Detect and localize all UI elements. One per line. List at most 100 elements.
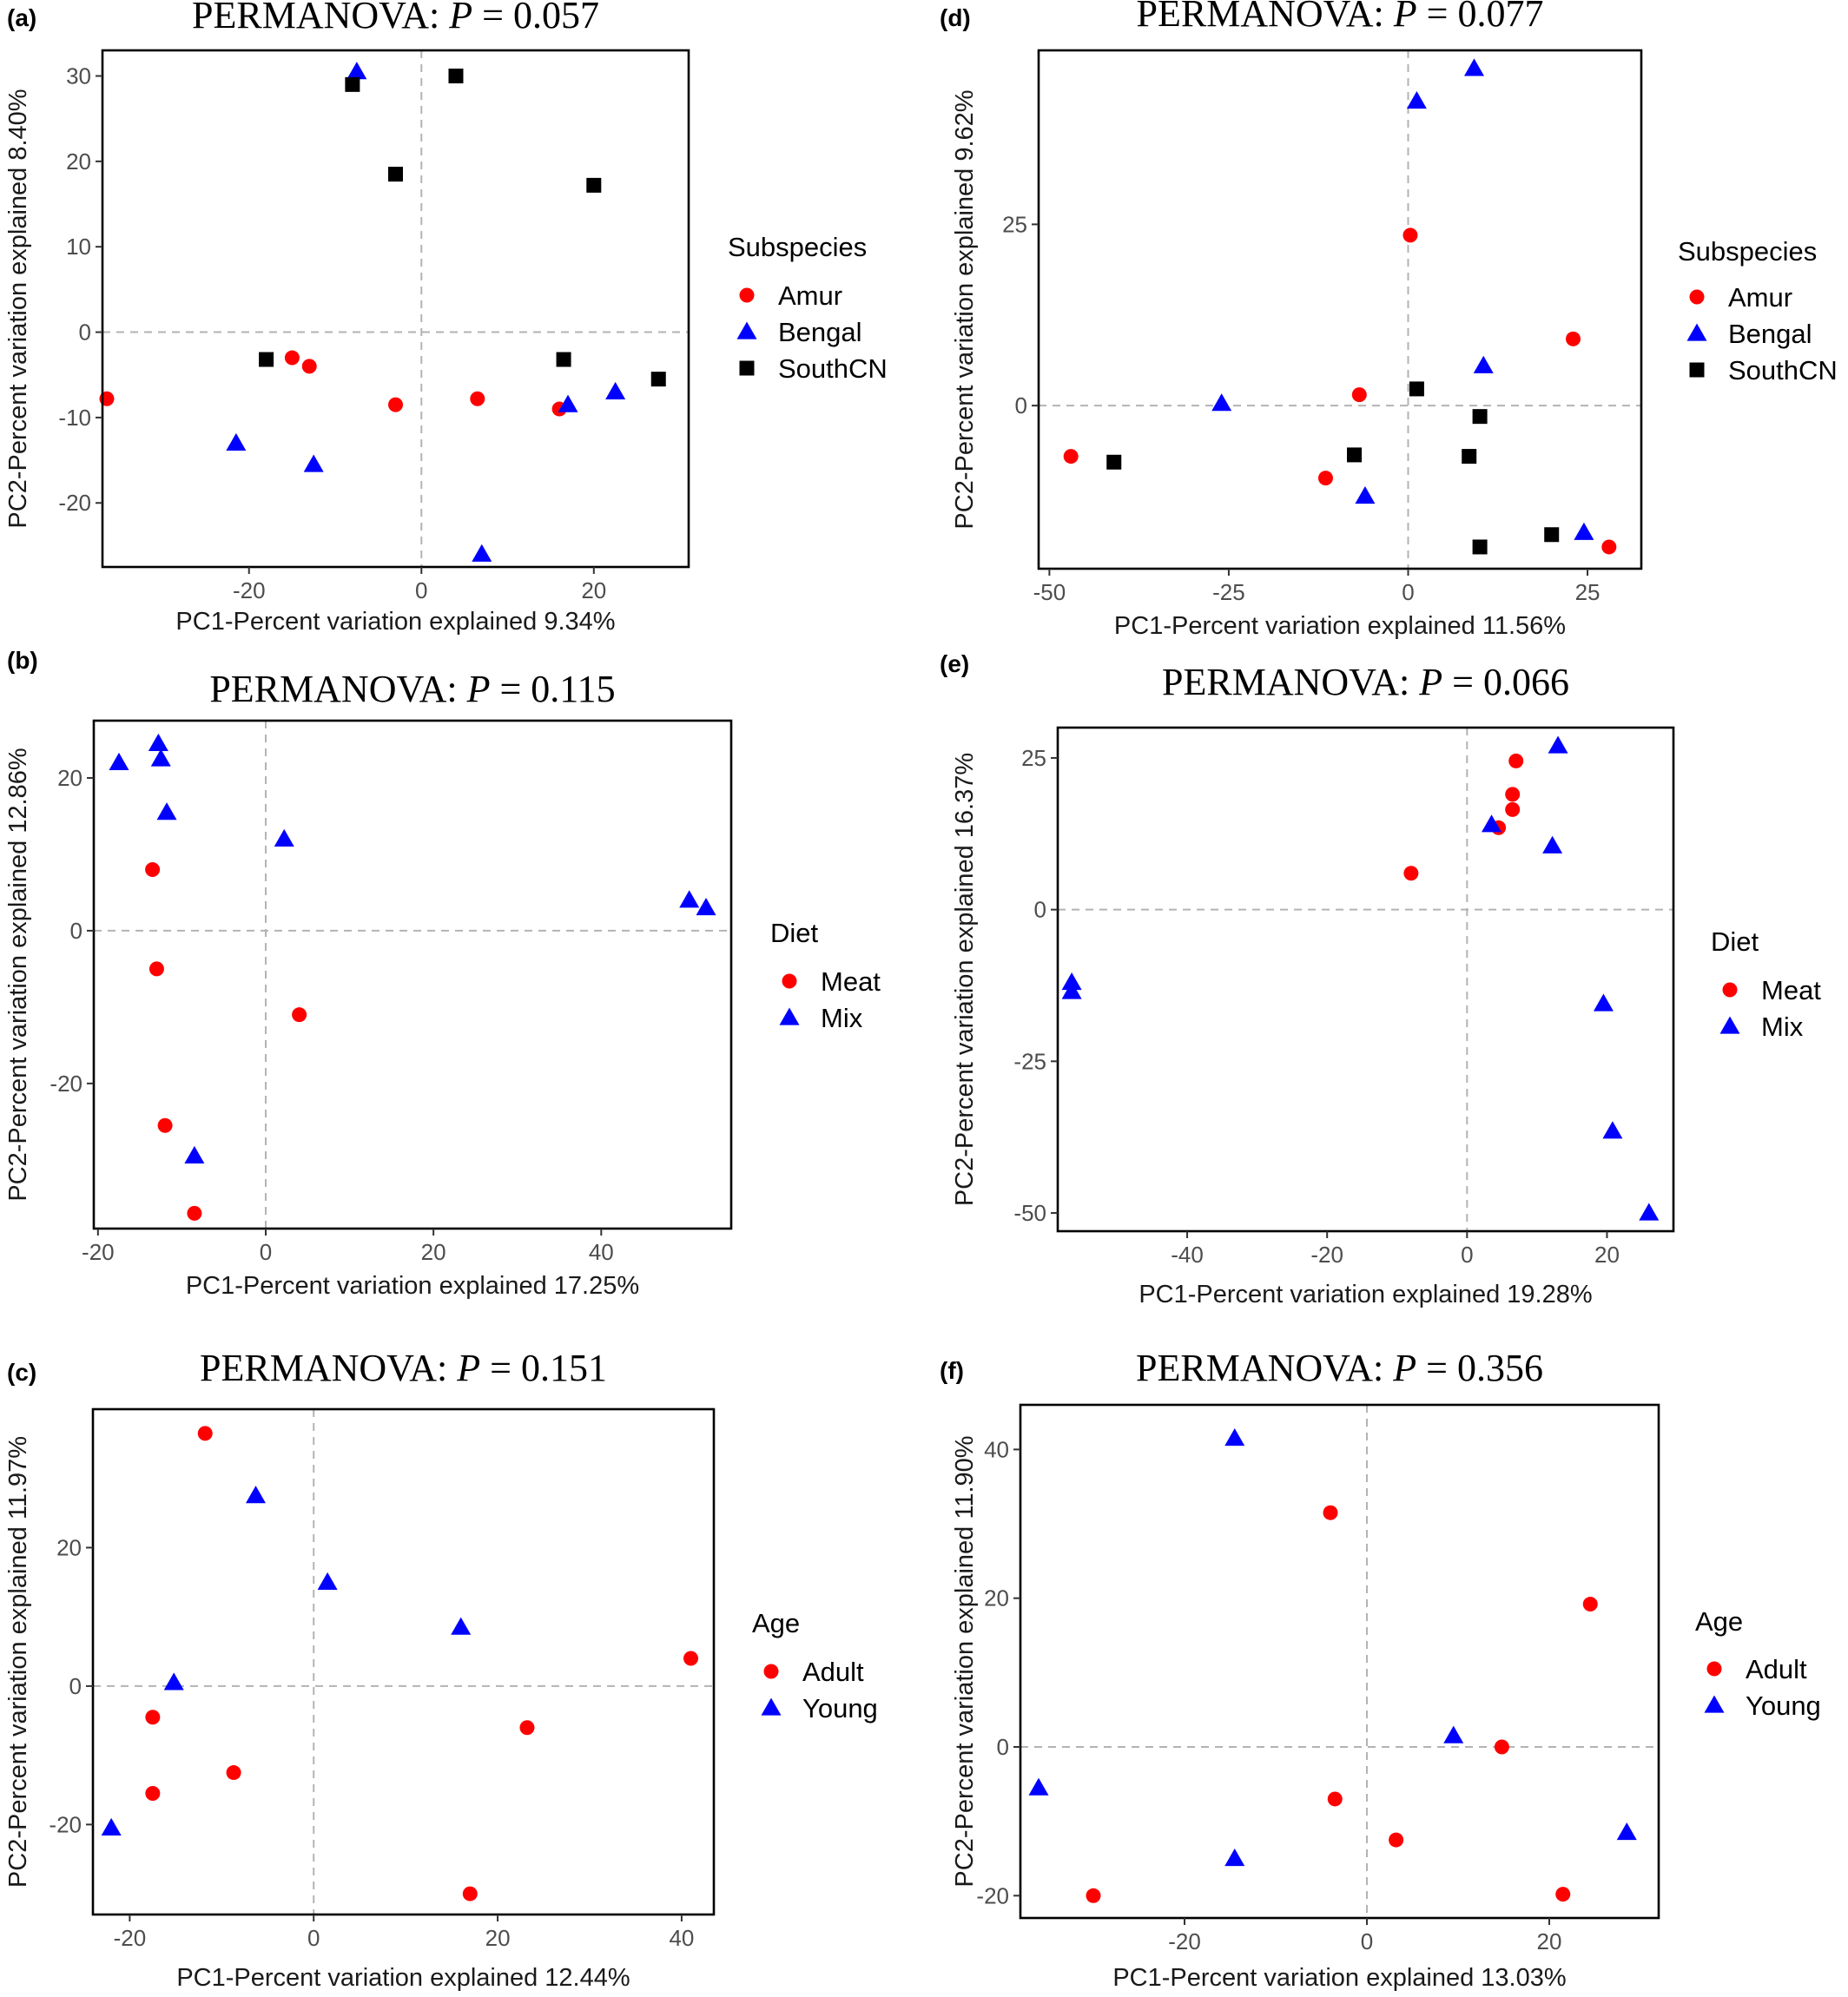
data-point-meat: [1505, 801, 1521, 817]
data-point-mix: [1061, 981, 1082, 999]
legend-label-mix: Mix: [821, 1003, 863, 1033]
data-point-meat: [148, 961, 164, 977]
panel-letter: (c): [7, 1359, 36, 1386]
data-point-southcn: [1544, 527, 1560, 543]
title-p: P: [1393, 0, 1417, 35]
y-axis-label: PC2-Percent variation explained 16.37%: [951, 753, 979, 1206]
panel-title: PERMANOVA: P = 0.115: [209, 668, 615, 710]
x-tick-label: -20: [114, 1925, 147, 1951]
legend-label-young: Young: [1746, 1691, 1821, 1721]
data-point-adult: [145, 1785, 161, 1801]
x-tick-label: 40: [669, 1925, 694, 1951]
data-point-bengal: [226, 432, 247, 451]
plot-frame: [92, 719, 733, 1230]
data-point-bengal: [1406, 90, 1427, 109]
x-tick-label: 0: [1361, 1928, 1373, 1954]
data-point-amur: [284, 350, 300, 366]
data-point-bengal: [558, 394, 578, 412]
plot-frame: [1056, 726, 1675, 1233]
data-point-adult: [462, 1886, 478, 1901]
x-tick-label: 0: [260, 1239, 272, 1265]
title-suffix: = 0.151: [480, 1347, 607, 1389]
x-tick-label: -50: [1033, 579, 1066, 605]
data-point-young: [1224, 1428, 1245, 1447]
y-tick-label: 25: [1021, 745, 1046, 771]
data-point-young: [317, 1572, 338, 1590]
data-point-bengal: [472, 544, 492, 562]
data-point-southcn: [1409, 381, 1424, 397]
y-axis-label: PC2-Percent variation explained 12.86%: [4, 748, 32, 1201]
panel-d: (d) PERMANOVA: P = 0.077 -50 -25 0 25 0 25 PC1-P…: [940, 0, 1838, 640]
legend-marker-amur: [1689, 289, 1705, 305]
x-tick-label: -25: [1212, 579, 1245, 605]
panel-a: (a) PERMANOVA: P = 0.057 -20 0 20 -20 -10 0 10 20…: [4, 0, 888, 636]
data-point-mix: [1548, 735, 1568, 754]
data-point-bengal: [346, 62, 367, 80]
data-point-southcn: [1462, 449, 1477, 465]
data-point-adult: [226, 1765, 241, 1781]
x-tick-label: 25: [1575, 579, 1600, 605]
x-tick-label: 0: [415, 577, 427, 603]
legend-marker-meat: [1722, 982, 1738, 998]
y-tick-label: -25: [1013, 1048, 1046, 1074]
legend-marker-bengal: [736, 321, 757, 339]
legend-label-meat: Meat: [1761, 975, 1821, 1005]
legend-label-meat: Meat: [821, 966, 881, 997]
x-tick-label: 20: [485, 1925, 511, 1951]
data-point-mix: [150, 748, 171, 767]
panel-letter: (b): [7, 647, 38, 674]
data-point-southcn: [650, 372, 666, 387]
legend-label-bengal: Bengal: [1728, 319, 1812, 349]
x-axis-label: PC1-Percent variation explained 11.56%: [1114, 612, 1566, 640]
data-point-meat: [1403, 866, 1419, 881]
x-axis-label: PC1-Percent variation explained 19.28%: [1138, 1281, 1592, 1308]
x-tick-label: -40: [1171, 1242, 1204, 1268]
data-point-amur: [1317, 471, 1333, 486]
y-tick-label: 0: [997, 1734, 1009, 1760]
data-point-amur: [388, 397, 403, 412]
title-p: P: [456, 1347, 480, 1389]
data-point-adult: [519, 1720, 535, 1736]
y-tick-label: -20: [49, 1811, 82, 1837]
data-point-young: [245, 1486, 266, 1504]
data-point-southcn: [388, 167, 403, 182]
x-tick-label: 0: [307, 1925, 320, 1951]
data-point-mix: [679, 890, 700, 908]
legend-marker-mix: [779, 1007, 800, 1025]
data-point-amur: [301, 359, 317, 374]
data-point-meat: [187, 1205, 202, 1221]
data-point-meat: [1505, 787, 1521, 802]
y-axis-label: PC2-Percent variation explained 8.40%: [4, 89, 32, 528]
panel-f: (f) PERMANOVA: P = 0.356 -20 0 20 -20 0 20 40 PC1…: [940, 1347, 1821, 1992]
data-point-adult: [145, 1710, 161, 1725]
panel-title: PERMANOVA: P = 0.057: [192, 0, 599, 36]
legend-title: Subspecies: [1678, 236, 1817, 267]
data-point-amur: [470, 391, 485, 406]
title-prefix: PERMANOVA:: [1162, 661, 1419, 703]
plot-frame: [101, 49, 690, 569]
data-point-amur: [1063, 449, 1079, 465]
data-point-mix: [1593, 993, 1614, 1012]
data-point-mix: [148, 733, 168, 752]
legend-marker-bengal: [1686, 323, 1707, 341]
title-prefix: PERMANOVA:: [1136, 1347, 1393, 1389]
data-point-adult: [1327, 1791, 1343, 1807]
data-point-adult: [683, 1651, 699, 1666]
x-tick-label: 20: [1537, 1928, 1562, 1954]
data-point-adult: [1389, 1832, 1404, 1848]
x-tick-label: 0: [1402, 579, 1414, 605]
data-point-mix: [1602, 1121, 1623, 1139]
legend-marker-southcn: [739, 360, 755, 376]
panel-b: (b) PERMANOVA: P = 0.115 -20 0 20 40 -20 0 20 PC1…: [4, 647, 881, 1300]
legend: Subspecies Amur Bengal SouthCN: [728, 232, 888, 384]
title-p: P: [1418, 661, 1442, 703]
data-point-adult: [197, 1426, 213, 1441]
panel-e: (e) PERMANOVA: P = 0.066 -40 -20 0 20 -50 -25 0 2…: [940, 650, 1821, 1308]
data-point-young: [1224, 1848, 1245, 1867]
data-point-mix: [1639, 1203, 1660, 1221]
data-point-mix: [274, 828, 294, 847]
legend-label-bengal: Bengal: [778, 317, 862, 347]
title-prefix: PERMANOVA:: [192, 0, 449, 36]
